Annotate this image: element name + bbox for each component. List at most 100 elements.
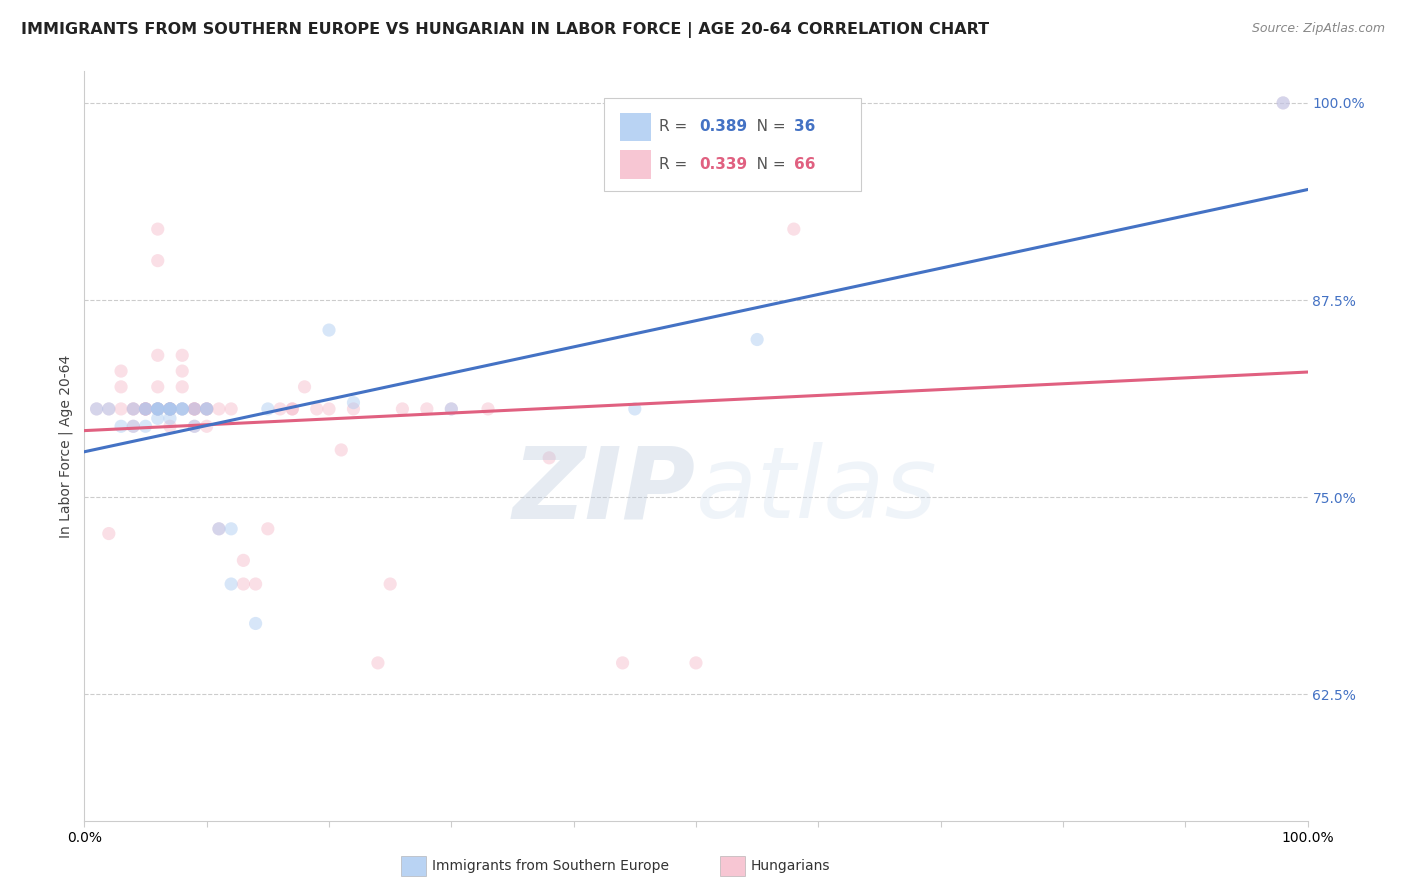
Point: [685, 656, 707, 670]
Point: [122, 401, 145, 416]
Point: [195, 419, 218, 434]
Point: [245, 577, 267, 591]
Point: [159, 401, 181, 416]
Point: [281, 401, 304, 416]
Point: [159, 401, 181, 416]
Point: [195, 401, 218, 416]
FancyBboxPatch shape: [620, 150, 651, 178]
Point: [146, 401, 169, 416]
Text: 0.389: 0.389: [700, 119, 748, 134]
Point: [624, 401, 647, 416]
Point: [219, 401, 242, 416]
Point: [146, 401, 169, 416]
Point: [146, 401, 169, 416]
Point: [146, 401, 169, 416]
Text: Hungarians: Hungarians: [751, 859, 831, 873]
Text: Immigrants from Southern Europe: Immigrants from Southern Europe: [432, 859, 669, 873]
Point: [135, 401, 157, 416]
Point: [269, 401, 291, 416]
Point: [159, 401, 181, 416]
Point: [391, 401, 413, 416]
Point: [367, 656, 389, 670]
Point: [135, 401, 157, 416]
Point: [1272, 95, 1295, 110]
Point: [122, 419, 145, 434]
Point: [219, 577, 242, 591]
Point: [232, 577, 254, 591]
Point: [342, 395, 364, 409]
FancyBboxPatch shape: [620, 112, 651, 141]
Y-axis label: In Labor Force | Age 20-64: In Labor Force | Age 20-64: [59, 354, 73, 538]
Point: [380, 577, 402, 591]
Point: [183, 401, 205, 416]
FancyBboxPatch shape: [605, 97, 860, 191]
Point: [195, 401, 218, 416]
Point: [172, 380, 194, 394]
Point: [97, 401, 120, 416]
Text: N =: N =: [742, 119, 792, 134]
Point: [86, 401, 108, 416]
Point: [232, 553, 254, 567]
Point: [538, 450, 561, 465]
Point: [305, 401, 328, 416]
Point: [146, 380, 169, 394]
Point: [122, 419, 145, 434]
Point: [135, 401, 157, 416]
Point: [195, 401, 218, 416]
Point: [159, 411, 181, 425]
Point: [747, 333, 769, 347]
Text: R =: R =: [659, 119, 692, 134]
Point: [159, 401, 181, 416]
Point: [110, 380, 132, 394]
Text: IMMIGRANTS FROM SOUTHERN EUROPE VS HUNGARIAN IN LABOR FORCE | AGE 20-64 CORRELAT: IMMIGRANTS FROM SOUTHERN EUROPE VS HUNGA…: [21, 22, 990, 38]
Point: [318, 401, 340, 416]
Point: [110, 364, 132, 378]
Point: [342, 401, 364, 416]
Text: R =: R =: [659, 157, 692, 172]
Point: [135, 401, 157, 416]
Point: [146, 401, 169, 416]
Point: [183, 419, 205, 434]
Point: [135, 419, 157, 434]
Point: [612, 656, 634, 670]
Point: [208, 522, 231, 536]
Point: [416, 401, 439, 416]
Point: [146, 348, 169, 362]
Point: [318, 323, 340, 337]
Point: [172, 401, 194, 416]
Text: ZIP: ZIP: [513, 442, 696, 540]
Point: [172, 348, 194, 362]
Point: [183, 401, 205, 416]
Point: [146, 401, 169, 416]
Point: [783, 222, 806, 236]
Point: [172, 401, 194, 416]
Point: [172, 364, 194, 378]
Text: 36: 36: [794, 119, 815, 134]
Point: [97, 526, 120, 541]
Point: [159, 401, 181, 416]
Point: [146, 411, 169, 425]
Point: [183, 419, 205, 434]
Point: [146, 253, 169, 268]
Point: [208, 401, 231, 416]
Point: [86, 401, 108, 416]
Point: [195, 401, 218, 416]
Point: [183, 401, 205, 416]
Point: [257, 401, 280, 416]
Point: [208, 522, 231, 536]
Point: [135, 401, 157, 416]
Point: [440, 401, 463, 416]
Point: [159, 419, 181, 434]
Point: [183, 401, 205, 416]
Point: [110, 419, 132, 434]
Point: [183, 401, 205, 416]
Point: [159, 401, 181, 416]
Point: [159, 401, 181, 416]
Point: [245, 616, 267, 631]
Text: 66: 66: [794, 157, 815, 172]
Text: Source: ZipAtlas.com: Source: ZipAtlas.com: [1251, 22, 1385, 36]
Point: [330, 442, 353, 457]
Point: [159, 401, 181, 416]
Point: [172, 401, 194, 416]
Point: [195, 401, 218, 416]
